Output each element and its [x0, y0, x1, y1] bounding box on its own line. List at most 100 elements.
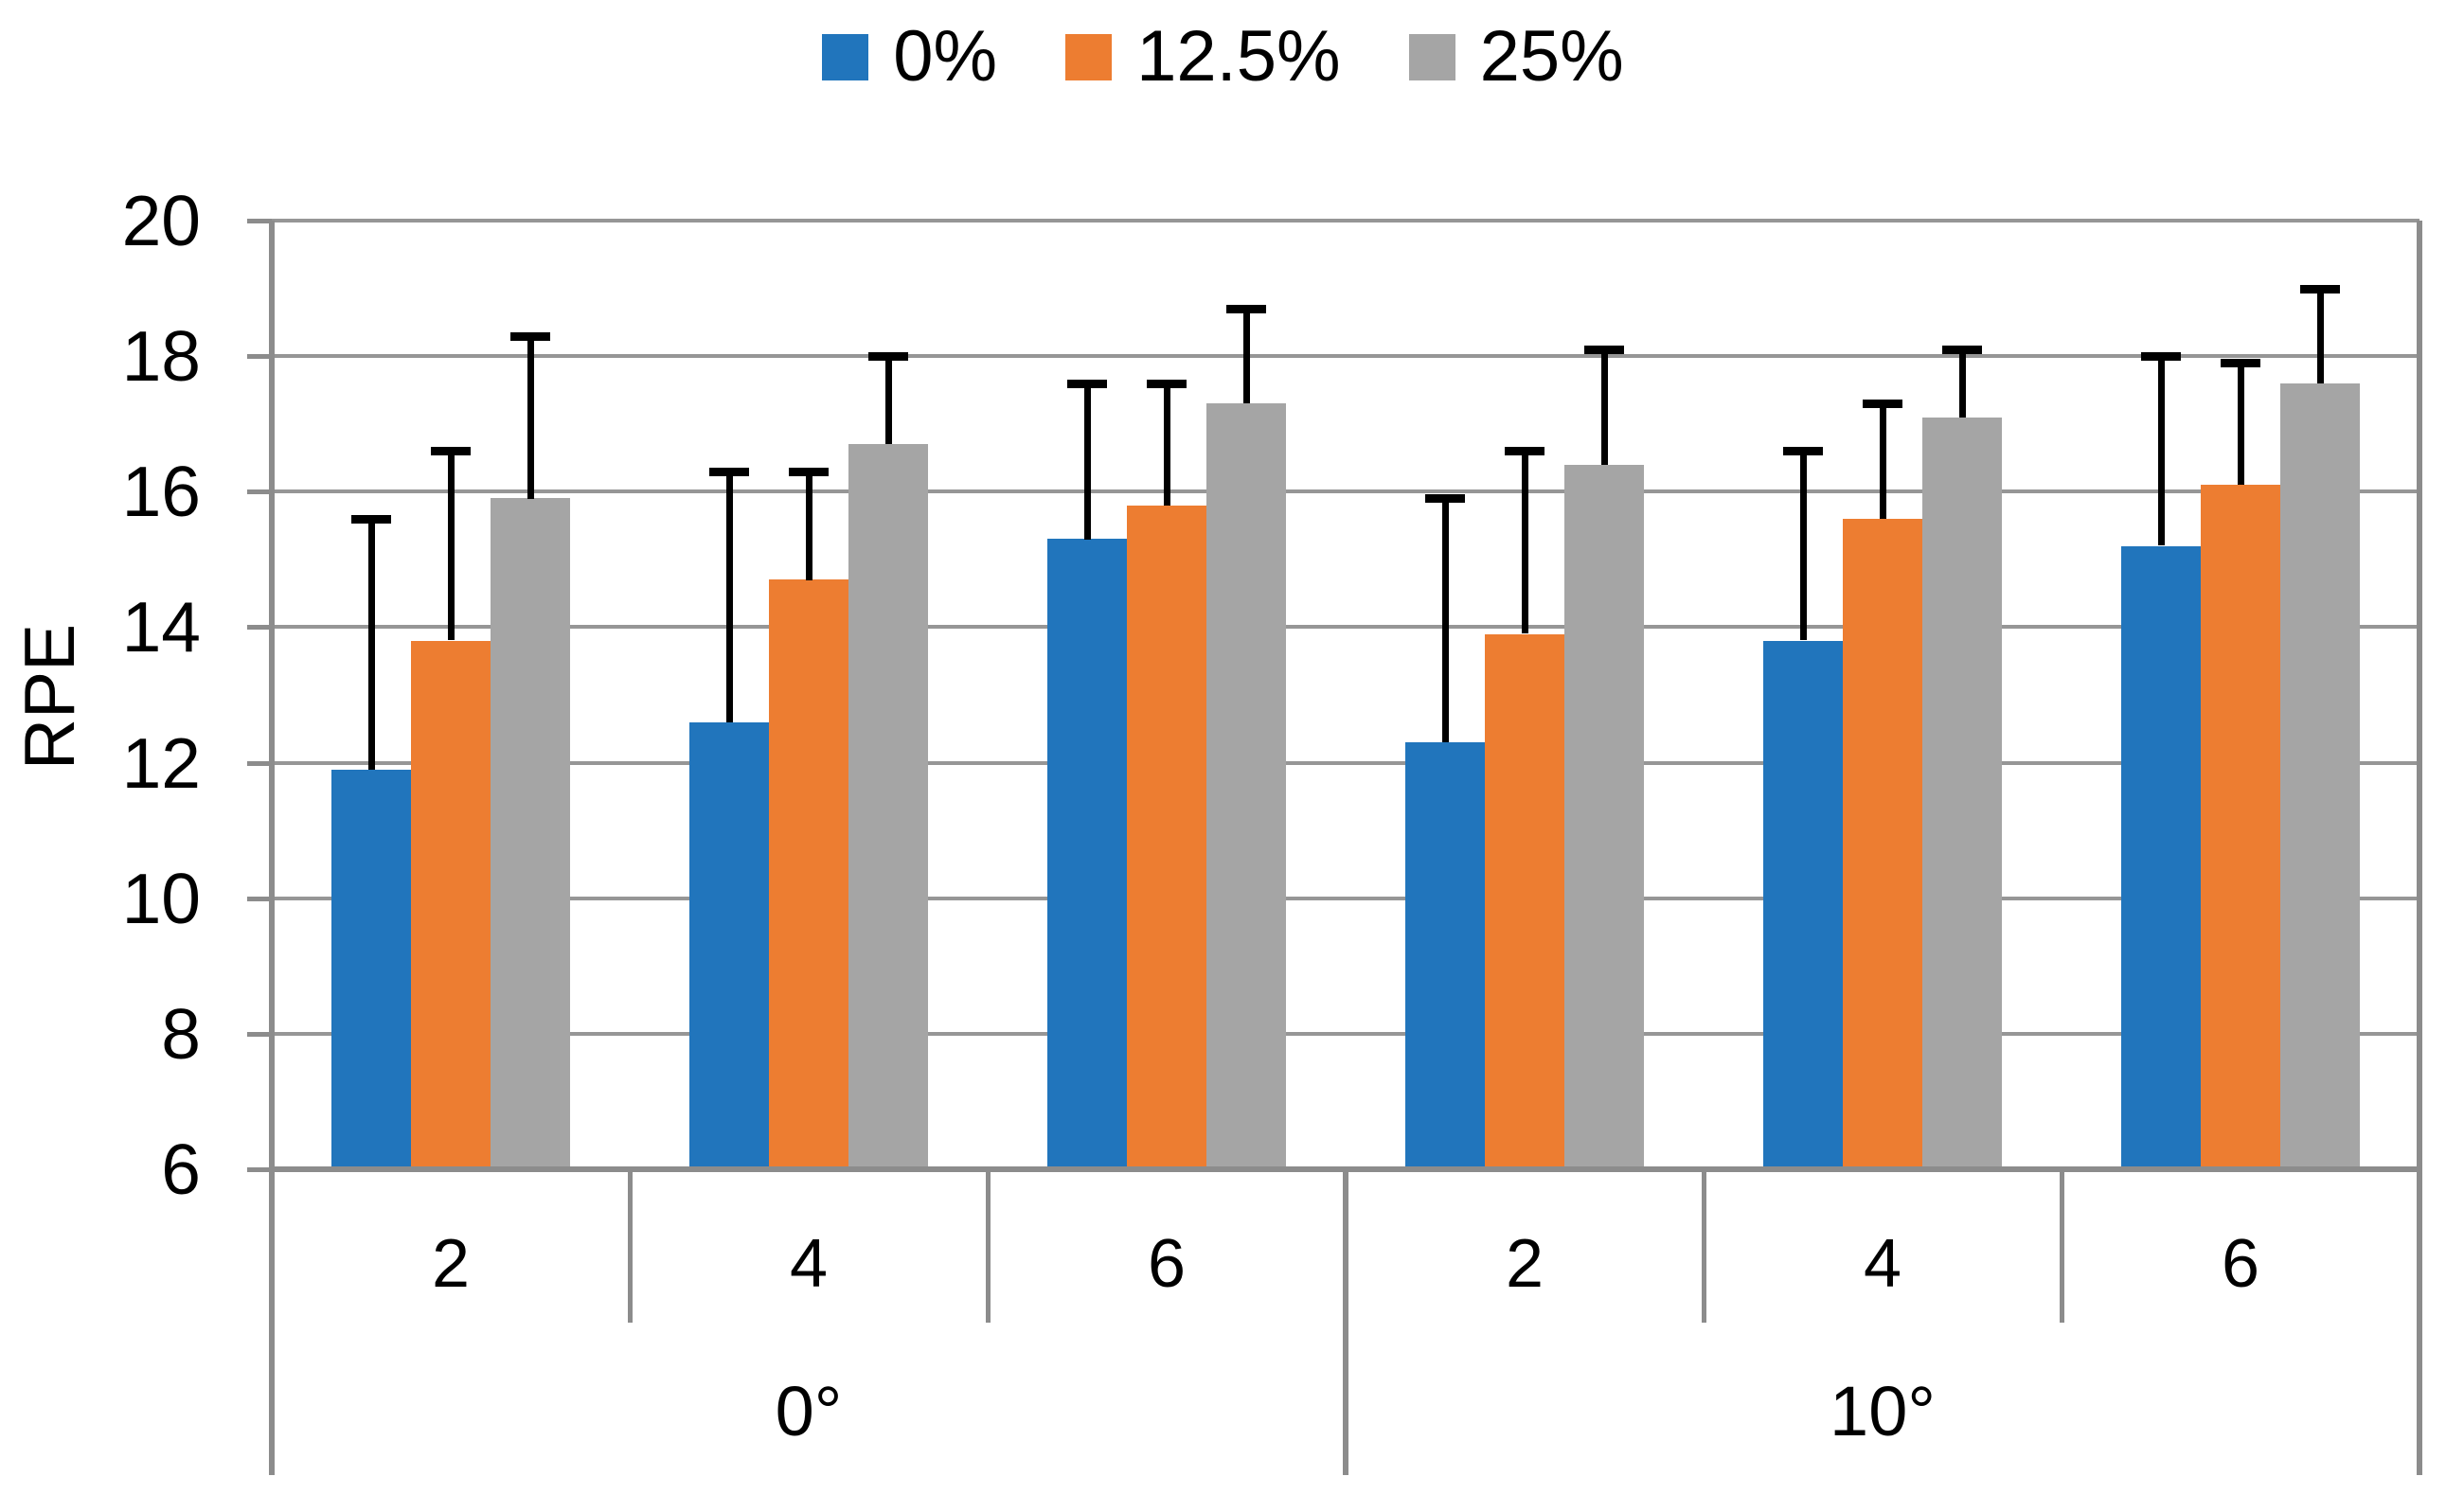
bar-12.5%-g4	[1843, 519, 1922, 1169]
x-category-label-1: 4	[789, 1226, 829, 1302]
gridline-12	[272, 761, 2419, 765]
errorbar-cap-25%-g1	[868, 352, 908, 361]
category-divider-4	[1702, 1169, 1706, 1323]
y-tick-16	[247, 489, 272, 494]
gridline-8	[272, 1032, 2419, 1036]
errorbar-line-25%-g0	[527, 336, 534, 499]
errorbar-cap-12.5%-g2	[1147, 380, 1187, 388]
group-divider	[1343, 1169, 1348, 1475]
category-divider-1	[628, 1169, 633, 1323]
errorbar-line-25%-g1	[885, 356, 892, 444]
y-tick-14	[247, 625, 272, 630]
category-divider-5	[2060, 1169, 2064, 1323]
x-group-label-1: 10°	[1830, 1372, 1936, 1450]
errorbar-line-12.5%-g5	[2238, 363, 2244, 485]
legend-label-25%: 25%	[1479, 16, 1624, 97]
gridline-16	[272, 489, 2419, 493]
errorbar-line-0%-g2	[1084, 383, 1091, 540]
y-tick-10	[247, 897, 272, 901]
errorbar-cap-25%-g0	[510, 332, 550, 341]
gridline-10	[272, 897, 2419, 900]
errorbar-line-12.5%-g4	[1880, 403, 1886, 519]
y-tick-label-12: 12	[121, 723, 201, 803]
x-group-label-0: 0°	[775, 1372, 843, 1450]
gridline-18	[272, 354, 2419, 358]
errorbar-cap-0%-g5	[2141, 352, 2181, 361]
errorbar-cap-12.5%-g1	[789, 468, 829, 476]
errorbar-line-0%-g1	[726, 471, 733, 722]
legend-label-12.5%: 12.5%	[1136, 16, 1341, 97]
y-tick-label-20: 20	[121, 181, 201, 260]
x-category-label-5: 6	[2221, 1226, 2260, 1302]
gridline-20	[272, 219, 2419, 222]
y-tick-20	[247, 219, 272, 223]
plot-right-border	[2417, 221, 2422, 1475]
errorbar-cap-12.5%-g4	[1863, 400, 1902, 408]
legend-swatch-0%	[822, 33, 869, 80]
errorbar-line-0%-g5	[2158, 356, 2165, 545]
chart-legend: 0% 12.5% 25%	[0, 21, 2446, 93]
bar-12.5%-g1	[769, 579, 848, 1169]
legend-swatch-25%	[1408, 33, 1455, 80]
errorbar-cap-25%-g5	[2300, 285, 2340, 294]
errorbar-cap-0%-g2	[1067, 380, 1107, 388]
errorbar-cap-25%-g2	[1226, 305, 1266, 313]
y-tick-label-6: 6	[161, 1130, 201, 1209]
errorbar-cap-0%-g3	[1425, 494, 1465, 503]
errorbar-cap-0%-g4	[1783, 447, 1823, 455]
errorbar-line-0%-g3	[1442, 498, 1449, 742]
errorbar-cap-0%-g0	[351, 515, 391, 524]
errorbar-line-25%-g3	[1601, 349, 1608, 465]
y-tick-label-18: 18	[121, 316, 201, 396]
errorbar-line-12.5%-g2	[1164, 383, 1170, 506]
errorbar-line-25%-g5	[2317, 289, 2324, 383]
x-category-label-0: 2	[431, 1226, 471, 1302]
legend-item-12.5%: 12.5%	[1065, 21, 1341, 93]
bar-0%-g2	[1047, 539, 1127, 1169]
bar-0%-g1	[689, 722, 769, 1169]
x-category-label-3: 2	[1505, 1226, 1544, 1302]
category-divider-2	[986, 1169, 991, 1323]
errorbar-cap-25%-g3	[1584, 346, 1624, 354]
y-axis-line	[269, 221, 275, 1475]
bar-25%-g2	[1206, 403, 1286, 1169]
errorbar-line-12.5%-g1	[806, 471, 812, 580]
bar-12.5%-g5	[2201, 485, 2280, 1169]
bar-25%-g0	[491, 498, 570, 1169]
y-tick-label-14: 14	[121, 587, 201, 667]
errorbar-cap-0%-g1	[709, 468, 749, 476]
legend-item-25%: 25%	[1408, 16, 1624, 97]
x-category-label-2: 6	[1147, 1226, 1187, 1302]
bar-0%-g4	[1763, 641, 1843, 1169]
legend-item-0%: 0%	[822, 21, 997, 93]
y-tick-6	[247, 1167, 272, 1172]
y-tick-label-10: 10	[121, 859, 201, 938]
errorbar-line-0%-g4	[1800, 451, 1807, 640]
bar-25%-g5	[2280, 383, 2360, 1169]
y-tick-label-16: 16	[121, 452, 201, 531]
legend-label-0%: 0%	[893, 16, 998, 97]
errorbar-line-25%-g4	[1959, 349, 1966, 418]
bar-0%-g0	[331, 770, 411, 1169]
y-tick-12	[247, 761, 272, 766]
bar-25%-g4	[1922, 418, 2002, 1169]
errorbar-cap-12.5%-g5	[2221, 359, 2260, 367]
errorbar-line-12.5%-g0	[448, 451, 455, 640]
errorbar-cap-12.5%-g0	[431, 447, 471, 455]
y-tick-label-8: 8	[161, 994, 201, 1074]
y-tick-18	[247, 354, 272, 359]
x-category-label-4: 4	[1863, 1226, 1902, 1302]
y-tick-8	[247, 1032, 272, 1037]
legend-swatch-12.5%	[1065, 33, 1113, 80]
bar-12.5%-g2	[1127, 506, 1206, 1169]
bar-0%-g3	[1405, 742, 1485, 1169]
errorbar-cap-12.5%-g3	[1505, 447, 1544, 455]
bar-12.5%-g0	[411, 641, 491, 1169]
bar-0%-g5	[2121, 546, 2201, 1169]
errorbar-line-25%-g2	[1243, 309, 1250, 403]
bar-25%-g1	[848, 444, 928, 1169]
gridline-14	[272, 625, 2419, 629]
errorbar-line-12.5%-g3	[1522, 451, 1528, 633]
errorbar-line-0%-g0	[368, 519, 375, 770]
